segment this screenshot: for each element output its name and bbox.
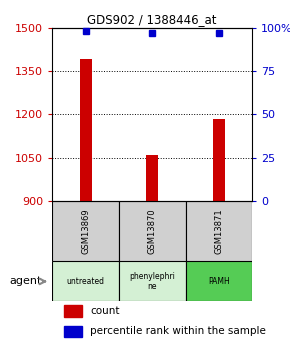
Text: phenylephri
ne: phenylephri ne [129, 272, 175, 291]
Bar [213, 119, 225, 201]
Bar [119, 262, 186, 302]
Bar [64, 326, 82, 337]
Bar [52, 201, 119, 262]
Bar [186, 262, 252, 302]
Text: GSM13870: GSM13870 [148, 208, 157, 254]
Title: GDS902 / 1388446_at: GDS902 / 1388446_at [88, 13, 217, 27]
Bar [186, 201, 252, 262]
Text: agent: agent [10, 276, 42, 286]
Bar [52, 262, 119, 302]
Text: GSM13871: GSM13871 [214, 208, 224, 254]
Bar [146, 155, 158, 201]
Text: GSM13869: GSM13869 [81, 208, 90, 254]
Text: percentile rank within the sample: percentile rank within the sample [90, 326, 266, 336]
Text: PAMH: PAMH [208, 277, 230, 286]
Text: untreated: untreated [66, 277, 105, 286]
Bar [79, 59, 92, 201]
Bar [119, 201, 186, 262]
Bar [64, 305, 82, 317]
Text: count: count [90, 306, 120, 316]
